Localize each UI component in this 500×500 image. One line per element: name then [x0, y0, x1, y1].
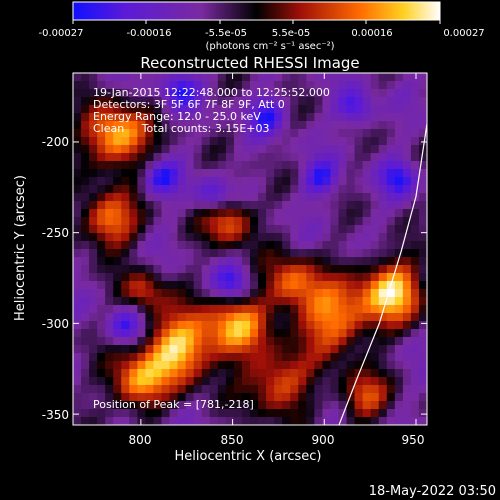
x-tick-label: 950 [402, 433, 425, 447]
x-axis-label: Heliocentric X (arcsec) [175, 449, 322, 464]
colorbar-tick-label: 0.00027 [443, 28, 484, 39]
chart-title: Reconstructed RHESSI Image [140, 54, 359, 72]
x-axis-ticks [140, 73, 417, 425]
y-tick-label: -350 [42, 408, 69, 422]
peak-position-label: Position of Peak = [781,-218] [93, 398, 254, 411]
colorbar-units-label: (photons cm⁻² s⁻¹ asec⁻²) [205, 41, 334, 52]
heatmap-image [73, 73, 427, 425]
annotation-energy-range: Energy Range: 12.0 - 25.0 keV [93, 110, 261, 123]
y-tick-label: -300 [42, 317, 69, 331]
colorbar-tick-label: -5.5e-05 [205, 28, 247, 39]
annotation-detectors: Detectors: 3F 5F 6F 7F 8F 9F, Att 0 [93, 98, 285, 111]
y-tick-label: -200 [42, 135, 69, 149]
x-tick-label: 800 [129, 433, 152, 447]
colorbar-tick-label: -0.00027 [39, 28, 84, 39]
y-tick-label: -250 [42, 226, 69, 240]
y-axis-ticks [73, 141, 427, 415]
solar-limb-curve [338, 123, 427, 425]
y-axis-label: Heliocentric Y (arcsec) [13, 175, 28, 321]
x-tick-label: 900 [312, 433, 335, 447]
colorbar-tick-label: 5.5e-05 [272, 28, 310, 39]
annotation-time-range: 19-Jan-2015 12:22:48.000 to 12:25:52.000 [93, 86, 330, 99]
colorbar-ticks [72, 20, 441, 24]
colorbar-tick-label: 0.00016 [351, 28, 392, 39]
plot-frame [72, 72, 428, 426]
colorbar [72, 1, 441, 21]
annotation-total-counts: Clean Total counts: 3.15E+03 [93, 122, 270, 135]
footer-timestamp: 18-May-2022 03:50 [369, 484, 496, 499]
colorbar-tick-label: -0.00016 [127, 28, 172, 39]
x-tick-label: 850 [221, 433, 244, 447]
